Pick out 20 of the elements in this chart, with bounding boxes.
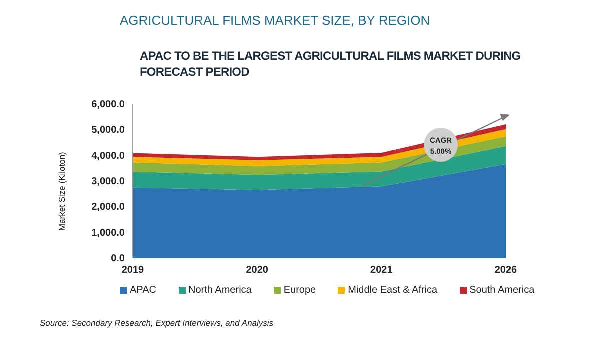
y-axis-title: Market Size (Kiloton): [57, 152, 68, 231]
chart-title: AGRICULTURAL FILMS MARKET SIZE, BY REGION: [120, 13, 430, 28]
y-tick-label: 1,000.0: [92, 228, 126, 239]
x-tick-label: 2026: [494, 265, 518, 276]
x-tick-label: 2019: [122, 265, 145, 276]
y-tick-label: 4,000.0: [92, 150, 126, 162]
x-tick-label: 2021: [370, 265, 394, 276]
legend-label: North America: [188, 285, 252, 296]
x-tick-label: 2020: [246, 265, 269, 276]
y-tick-label: 5,000.0: [92, 125, 126, 136]
y-tick-label: 3,000.0: [92, 176, 126, 188]
y-tick-label: 0.0: [111, 254, 126, 265]
source-note: Source: Secondary Research, Expert Interviews, and Analysis: [40, 318, 274, 328]
legend-label: Europe: [284, 285, 316, 296]
legend-label: APAC: [130, 285, 156, 296]
chart-subtitle: APAC TO BE THE LARGEST AGRICULTURAL FILMS MARKET DURING FORECAST PERIOD: [140, 48, 522, 80]
y-tick-label: 2,000.0: [92, 202, 126, 214]
y-tick-label: 6,000.0: [92, 100, 126, 111]
legend-label: Middle East & Africa: [348, 285, 438, 296]
legend-label: South America: [470, 285, 535, 296]
